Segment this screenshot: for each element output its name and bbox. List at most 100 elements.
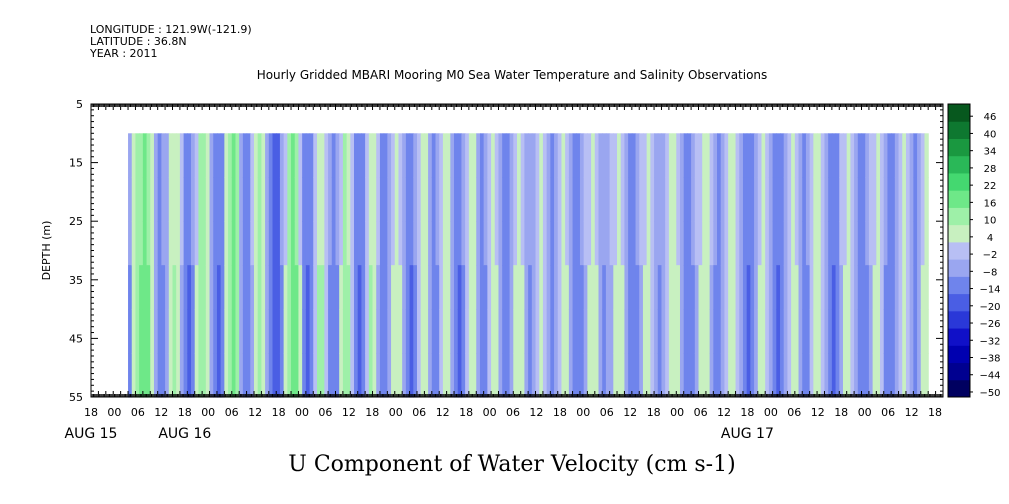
heatmap-cell bbox=[757, 309, 763, 354]
heatmap-cell bbox=[542, 265, 548, 310]
heatmap-cell bbox=[361, 353, 366, 398]
heatmap-cell bbox=[150, 133, 155, 178]
heatmap-cell bbox=[342, 133, 348, 178]
heatmap-cell bbox=[524, 221, 529, 266]
heatmap-cell bbox=[635, 309, 640, 354]
heatmap-cell bbox=[354, 353, 359, 398]
heatmap-cell bbox=[165, 353, 170, 398]
heatmap-cell bbox=[394, 353, 400, 398]
heatmap-cell bbox=[276, 177, 281, 222]
heatmap-cell bbox=[520, 221, 525, 266]
heatmap-cell bbox=[298, 265, 303, 310]
heatmap-cell bbox=[724, 221, 729, 266]
heatmap-cell bbox=[805, 309, 811, 354]
heatmap-cell bbox=[868, 221, 874, 266]
heatmap-cell bbox=[691, 133, 696, 178]
heatmap-cell bbox=[509, 353, 514, 398]
heatmap-cell bbox=[424, 221, 429, 266]
heatmap-cell bbox=[398, 221, 403, 266]
heatmap-cell bbox=[587, 353, 592, 398]
heatmap-cell bbox=[872, 221, 877, 266]
heatmap-cell bbox=[854, 353, 859, 398]
heatmap-cell bbox=[350, 133, 355, 178]
x-hour-label: 06 bbox=[131, 406, 145, 419]
heatmap-cell bbox=[631, 221, 637, 266]
heatmap-cell bbox=[891, 133, 896, 178]
heatmap-cell bbox=[602, 265, 607, 310]
heatmap-cell bbox=[739, 177, 744, 222]
heatmap-cell bbox=[365, 309, 370, 354]
x-hour-label: 18 bbox=[740, 406, 754, 419]
heatmap-cell bbox=[128, 265, 133, 310]
heatmap-cell bbox=[431, 353, 437, 398]
heatmap-cell bbox=[709, 309, 714, 354]
heatmap-cell bbox=[198, 177, 203, 222]
heatmap-cell bbox=[742, 265, 748, 310]
heatmap-cell bbox=[372, 309, 377, 354]
heatmap-cell bbox=[365, 353, 370, 398]
heatmap-cell bbox=[635, 265, 640, 310]
heatmap-cell bbox=[702, 221, 707, 266]
heatmap-cell bbox=[135, 133, 140, 178]
heatmap-cell bbox=[554, 265, 559, 310]
heatmap-cell bbox=[405, 221, 411, 266]
heatmap-cell bbox=[783, 177, 789, 222]
heatmap-cell bbox=[794, 177, 800, 222]
heatmap-cell bbox=[657, 221, 663, 266]
heatmap-cell bbox=[483, 177, 488, 222]
colorbar-label: −8 bbox=[983, 267, 998, 278]
heatmap-cell bbox=[639, 353, 644, 398]
heatmap-cell bbox=[387, 353, 392, 398]
heatmap-cell bbox=[150, 309, 155, 354]
heatmap-cell bbox=[239, 353, 244, 398]
heatmap-cell bbox=[442, 265, 448, 310]
heatmap-cell bbox=[479, 265, 485, 310]
heatmap-cell bbox=[216, 265, 222, 310]
heatmap-cell bbox=[572, 353, 577, 398]
heatmap-cell bbox=[372, 177, 377, 222]
heatmap-cell bbox=[839, 309, 844, 354]
heatmap-cell bbox=[183, 221, 188, 266]
heatmap-cell bbox=[139, 221, 144, 266]
x-hour-label: 06 bbox=[318, 406, 332, 419]
heatmap-cell bbox=[539, 309, 544, 354]
heatmap-cell bbox=[161, 177, 166, 222]
heatmap-cell bbox=[583, 353, 588, 398]
heatmap-cell bbox=[709, 221, 714, 266]
heatmap-cell bbox=[891, 309, 896, 354]
heatmap-cell bbox=[261, 133, 266, 178]
heatmap-cell bbox=[909, 309, 914, 354]
heatmap-cell bbox=[179, 353, 185, 398]
heatmap-cell bbox=[253, 265, 259, 310]
heatmap-cell bbox=[461, 133, 466, 178]
heatmap-cell bbox=[402, 353, 407, 398]
heatmap-cell bbox=[509, 221, 514, 266]
colorbar-label: 46 bbox=[984, 112, 997, 123]
heatmap-cell bbox=[524, 177, 529, 222]
heatmap-cell bbox=[339, 133, 344, 178]
heatmap-cell bbox=[728, 177, 733, 222]
heatmap-cell bbox=[857, 353, 863, 398]
heatmap-cell bbox=[157, 353, 162, 398]
heatmap-cell bbox=[572, 177, 577, 222]
heatmap-cell bbox=[880, 221, 885, 266]
heatmap-cell bbox=[505, 309, 511, 354]
heatmap-cell bbox=[150, 177, 155, 222]
heatmap-cell bbox=[257, 221, 262, 266]
heatmap-cell bbox=[854, 221, 859, 266]
heatmap-cell bbox=[835, 309, 840, 354]
heatmap-cell bbox=[917, 353, 922, 398]
heatmap-cell bbox=[757, 353, 763, 398]
x-hour-label: 12 bbox=[811, 406, 825, 419]
heatmap-cell bbox=[202, 353, 207, 398]
heatmap-cell bbox=[457, 309, 463, 354]
heatmap-cell bbox=[579, 353, 585, 398]
heatmap-cell bbox=[535, 353, 540, 398]
heatmap-cell bbox=[668, 177, 674, 222]
heatmap-cell bbox=[205, 177, 211, 222]
heatmap-cell bbox=[565, 265, 570, 310]
heatmap-cell bbox=[546, 353, 551, 398]
heatmap-cell bbox=[579, 133, 585, 178]
heatmap-cell bbox=[679, 221, 685, 266]
heatmap-cell bbox=[228, 221, 233, 266]
